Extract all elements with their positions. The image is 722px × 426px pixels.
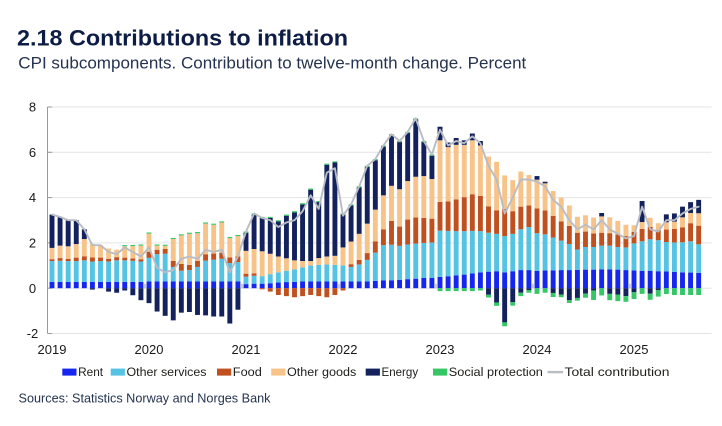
svg-text:Other goods: Other goods xyxy=(287,365,356,379)
svg-text:Other services: Other services xyxy=(127,365,207,379)
svg-text:2023: 2023 xyxy=(426,342,455,357)
svg-text:6: 6 xyxy=(29,145,36,160)
svg-text:2025: 2025 xyxy=(620,342,649,357)
svg-text:Social protection: Social protection xyxy=(449,365,543,379)
svg-text:2019: 2019 xyxy=(38,342,67,357)
svg-text:CPI subcomponents. Contributio: CPI subcomponents. Contribution to twelv… xyxy=(18,53,526,72)
svg-text:Food: Food xyxy=(233,365,262,379)
svg-text:2: 2 xyxy=(29,236,36,251)
svg-text:Total contribution: Total contribution xyxy=(565,365,670,379)
svg-text:2024: 2024 xyxy=(523,342,552,357)
svg-text:8: 8 xyxy=(29,100,36,115)
svg-text:2.18 Contributions to inflatio: 2.18 Contributions to inflation xyxy=(17,26,348,51)
svg-text:4: 4 xyxy=(29,190,36,205)
svg-text:-2: -2 xyxy=(27,326,39,341)
svg-text:2020: 2020 xyxy=(135,342,164,357)
svg-text:Rent: Rent xyxy=(78,365,104,379)
svg-text:2021: 2021 xyxy=(232,342,261,357)
svg-text:Sources: Statistics Norway and: Sources: Statistics Norway and Norges Ba… xyxy=(19,390,271,405)
svg-text:Energy: Energy xyxy=(382,365,419,379)
svg-text:0: 0 xyxy=(29,281,36,296)
svg-text:2022: 2022 xyxy=(329,342,358,357)
